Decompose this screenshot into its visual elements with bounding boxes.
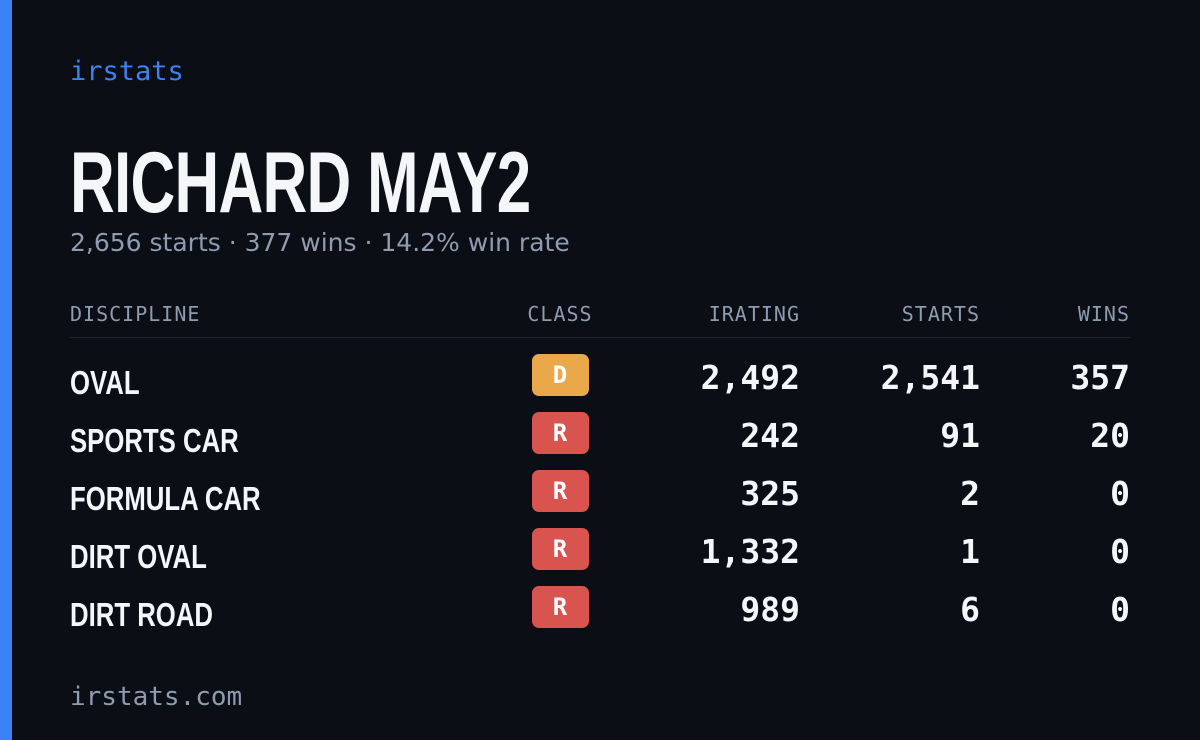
wins: 0	[1110, 474, 1130, 513]
wins: 0	[1110, 590, 1130, 629]
footer-url: irstats.com	[70, 682, 243, 712]
discipline: SPORTS CAR	[70, 422, 239, 459]
starts: 6	[960, 590, 980, 629]
column-header: STARTS	[901, 302, 980, 326]
class-badge: R	[531, 528, 589, 570]
starts: 2	[960, 474, 980, 513]
header-rule	[70, 337, 1130, 338]
column-header: WINS	[1077, 302, 1130, 326]
class-badge: R	[531, 470, 589, 512]
starts: 2,541	[880, 358, 980, 397]
starts: 91	[940, 416, 980, 455]
class-badge: D	[531, 354, 589, 396]
starts: 1	[960, 532, 980, 571]
summary: 2,656 starts · 377 wins · 14.2% win rate	[70, 228, 570, 257]
discipline: FORMULA CAR	[70, 480, 261, 517]
irating: 989	[740, 590, 800, 629]
column-header: CLASS	[527, 302, 593, 326]
class-badge: R	[531, 586, 589, 628]
irating: 1,332	[700, 532, 800, 571]
column-header: IRATING	[708, 302, 800, 326]
accent-bar	[0, 0, 12, 740]
irating: 2,492	[700, 358, 800, 397]
discipline: DIRT ROAD	[70, 596, 213, 633]
wins: 357	[1070, 358, 1130, 397]
discipline: OVAL	[70, 364, 140, 401]
column-header: DISCIPLINE	[70, 302, 201, 326]
irating: 325	[740, 474, 800, 513]
wins: 0	[1110, 532, 1130, 571]
discipline: DIRT OVAL	[70, 538, 207, 575]
irating: 242	[740, 416, 800, 455]
wins: 20	[1090, 416, 1130, 455]
brand: irstats	[70, 56, 184, 87]
class-badge: R	[531, 412, 589, 454]
player-name: RICHARD MAY2	[70, 135, 531, 231]
